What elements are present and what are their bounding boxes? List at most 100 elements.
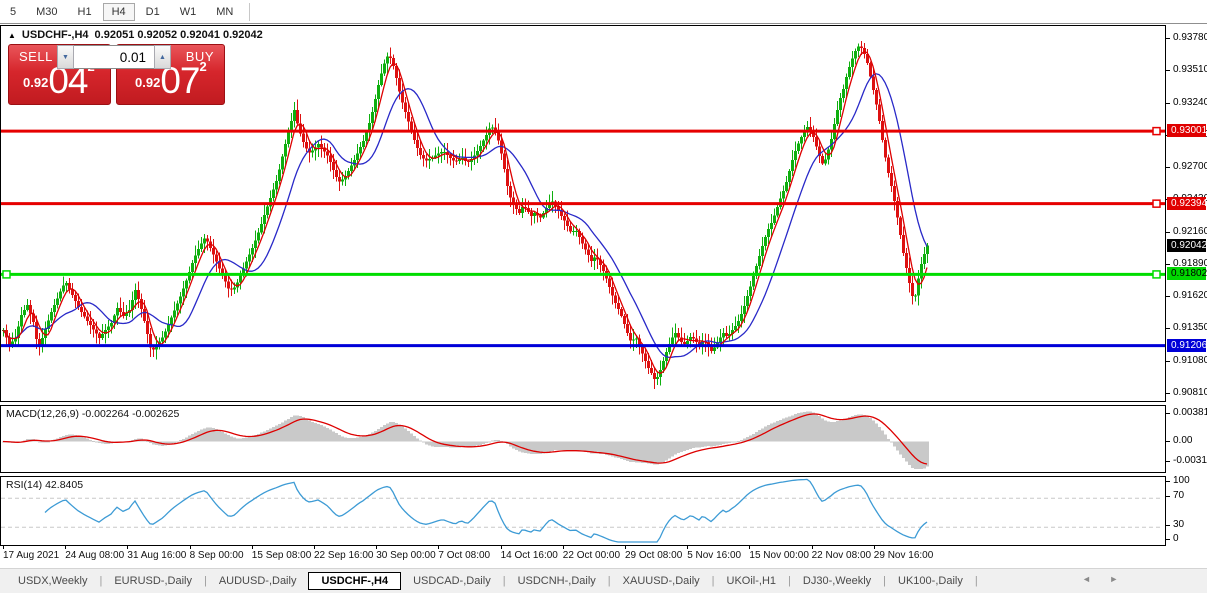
time-axis-label: 15 Sep 08:00 — [251, 550, 312, 561]
timeframe-button-d1[interactable]: D1 — [145, 5, 160, 18]
time-axis-tick — [127, 546, 129, 549]
time-axis: 17 Aug 2021 24 Aug 08:00 31 Aug 16:00 8 Sep… — [0, 546, 1166, 566]
price-axis: 0.937800.935100.932400.929700.927000.924… — [1166, 25, 1207, 546]
tab-scroll-arrows[interactable]: ◄ ► — [1082, 574, 1127, 584]
volume-increase-button[interactable]: ▲ — [154, 45, 171, 69]
chart-ohlc-values: 0.92051 0.92052 0.92041 0.92042 — [94, 29, 263, 41]
price-tick-mark — [1166, 167, 1170, 169]
rsi-indicator-panel: RSI(14) 42.8405 — [0, 476, 1166, 546]
rsi-axis-label: 0 — [1173, 533, 1179, 544]
price-badge: 0.93001 — [1167, 124, 1207, 138]
timeframe-button-mn[interactable]: MN — [216, 5, 234, 18]
rsi-axis-label-tick — [1166, 539, 1170, 540]
volume-input[interactable] — [74, 45, 154, 69]
spinner-up-icon: ▲ — [159, 54, 166, 61]
time-axis-label: 22 Nov 08:00 — [811, 550, 872, 561]
macd-axis-label: 0.003811 — [1173, 407, 1207, 418]
rsi-label: RSI(14) 42.8405 — [6, 479, 84, 491]
price-badge: 0.92394 — [1167, 196, 1207, 210]
time-axis-tick — [625, 546, 626, 549]
time-axis-label: 29 Oct 08:00 — [625, 550, 683, 561]
tab-separator: | — [99, 575, 103, 587]
chart-title: ▲ USDCHF-,H4 0.92051 0.92052 0.92041 0.9… — [8, 29, 263, 41]
macd-indicator-panel: MACD(12,26,9) -0.002264 -0.002625 — [0, 405, 1166, 473]
chart-symbol-timeframe: USDCHF-,H4 — [21, 29, 89, 41]
chart-tab-eurusd[interactable]: EURUSD-,Daily — [114, 575, 192, 587]
sell-price-prefix: 0.92 — [23, 75, 49, 90]
price-tick-label: 0.93510 — [1173, 64, 1207, 76]
sell-button-label: SELL — [19, 49, 53, 64]
timeframe-button-m30[interactable]: M30 — [36, 5, 58, 18]
chart-tab-usdx[interactable]: USDX,Weekly — [18, 575, 88, 587]
price-tick-label: 0.91350 — [1173, 322, 1207, 334]
price-tick-mark — [1166, 328, 1170, 330]
rsi-axis-label: 70 — [1173, 490, 1185, 501]
timeframe-button-h1[interactable]: H1 — [77, 5, 92, 18]
timeframe-button-w1[interactable]: W1 — [179, 5, 197, 18]
time-axis-tick — [687, 546, 689, 549]
timeframe-button-h4[interactable]: H4 — [102, 2, 135, 21]
time-axis-tick — [376, 546, 378, 549]
rsi-axis-label-tick — [1166, 481, 1170, 482]
hline-handle[interactable] — [1152, 270, 1161, 279]
chart-tab-uk100[interactable]: UK100-,Daily — [898, 575, 963, 587]
price-tick-label: 0.90810 — [1173, 386, 1207, 398]
chart-tab-usdchf[interactable]: USDCHF-,H4 — [308, 572, 402, 590]
time-axis-label: 8 Sep 00:00 — [189, 550, 244, 561]
price-tick-mark — [1166, 38, 1170, 39]
macd-axis-label-tick — [1166, 413, 1170, 414]
tab-separator: | — [883, 575, 887, 587]
macd-axis-label-tick — [1166, 441, 1170, 442]
tab-separator: | — [502, 575, 506, 587]
spinner-down-icon: ▼ — [62, 54, 69, 61]
price-badge: 0.91206 — [1167, 338, 1207, 352]
tab-separator: | — [788, 575, 791, 587]
chart-tab-xauusd[interactable]: XAUUSD-,Daily — [622, 575, 700, 587]
time-axis-label: 24 Aug 08:00 — [65, 550, 125, 561]
chart-tab-audusd[interactable]: AUDUSD-,Daily — [218, 575, 297, 587]
price-tick-label: 0.91080 — [1173, 354, 1207, 366]
price-chart-canvas[interactable] — [1, 26, 1165, 401]
toolbar-separator — [249, 2, 251, 21]
price-tick-label: 0.92160 — [1173, 225, 1207, 237]
price-tick-mark — [1166, 70, 1170, 72]
price-tick-mark — [1166, 296, 1170, 298]
time-axis-label: 15 Nov 00:00 — [749, 550, 809, 561]
buy-button-label: BUY — [185, 49, 214, 64]
time-axis-tick — [749, 546, 751, 549]
chart-tab-usdcad[interactable]: USDCAD-,Daily — [413, 575, 491, 587]
time-axis-label: 14 Oct 16:00 — [500, 550, 558, 561]
tab-separator: | — [974, 575, 978, 587]
price-tick-label: 0.93780 — [1173, 32, 1207, 43]
timeframe-button-5[interactable]: 5 — [10, 5, 17, 18]
price-tick-mark — [1166, 263, 1170, 265]
timeframe-toolbar: 5 M30 H1 H4 D1 W1 MN — [0, 0, 1207, 24]
macd-canvas[interactable] — [1, 406, 1163, 470]
time-axis-tick — [251, 546, 253, 549]
chart-tab-dj30[interactable]: DJ30-,Weekly — [802, 575, 872, 587]
buy-price-prefix: 0.92 — [135, 75, 161, 90]
time-axis-label: 17 Aug 2021 — [3, 550, 60, 561]
collapse-triangle-icon[interactable]: ▲ — [8, 30, 16, 40]
price-tick-label: 0.91620 — [1173, 290, 1207, 302]
price-tick-label: 0.91890 — [1173, 257, 1207, 269]
price-badge: 0.92042 — [1167, 238, 1207, 252]
price-tick-label: 0.93240 — [1173, 96, 1207, 108]
time-axis-label: 5 Nov 16:00 — [687, 550, 742, 561]
macd-label: MACD(12,26,9) -0.002264 -0.002625 — [6, 408, 180, 420]
hline-handle[interactable] — [2, 270, 11, 279]
macd-axis-label: 0.00 — [1173, 435, 1193, 446]
chart-tab-ukoil[interactable]: UKOil-,H1 — [726, 575, 777, 587]
rsi-canvas[interactable] — [1, 477, 1163, 543]
chart-tab-usdcnh[interactable]: USDCNH-,Daily — [517, 575, 596, 587]
macd-axis-label-tick — [1166, 461, 1170, 462]
volume-decrease-button[interactable]: ▼ — [57, 45, 74, 69]
hline-handle[interactable] — [1152, 126, 1161, 136]
time-axis-label: 31 Aug 16:00 — [127, 550, 187, 561]
time-axis-tick — [3, 546, 4, 549]
hline-handle[interactable] — [1152, 199, 1161, 208]
buy-price-pip: 2 — [199, 59, 207, 74]
time-axis-label: 7 Oct 08:00 — [438, 550, 491, 561]
time-axis-label: 29 Nov 16:00 — [873, 550, 934, 561]
